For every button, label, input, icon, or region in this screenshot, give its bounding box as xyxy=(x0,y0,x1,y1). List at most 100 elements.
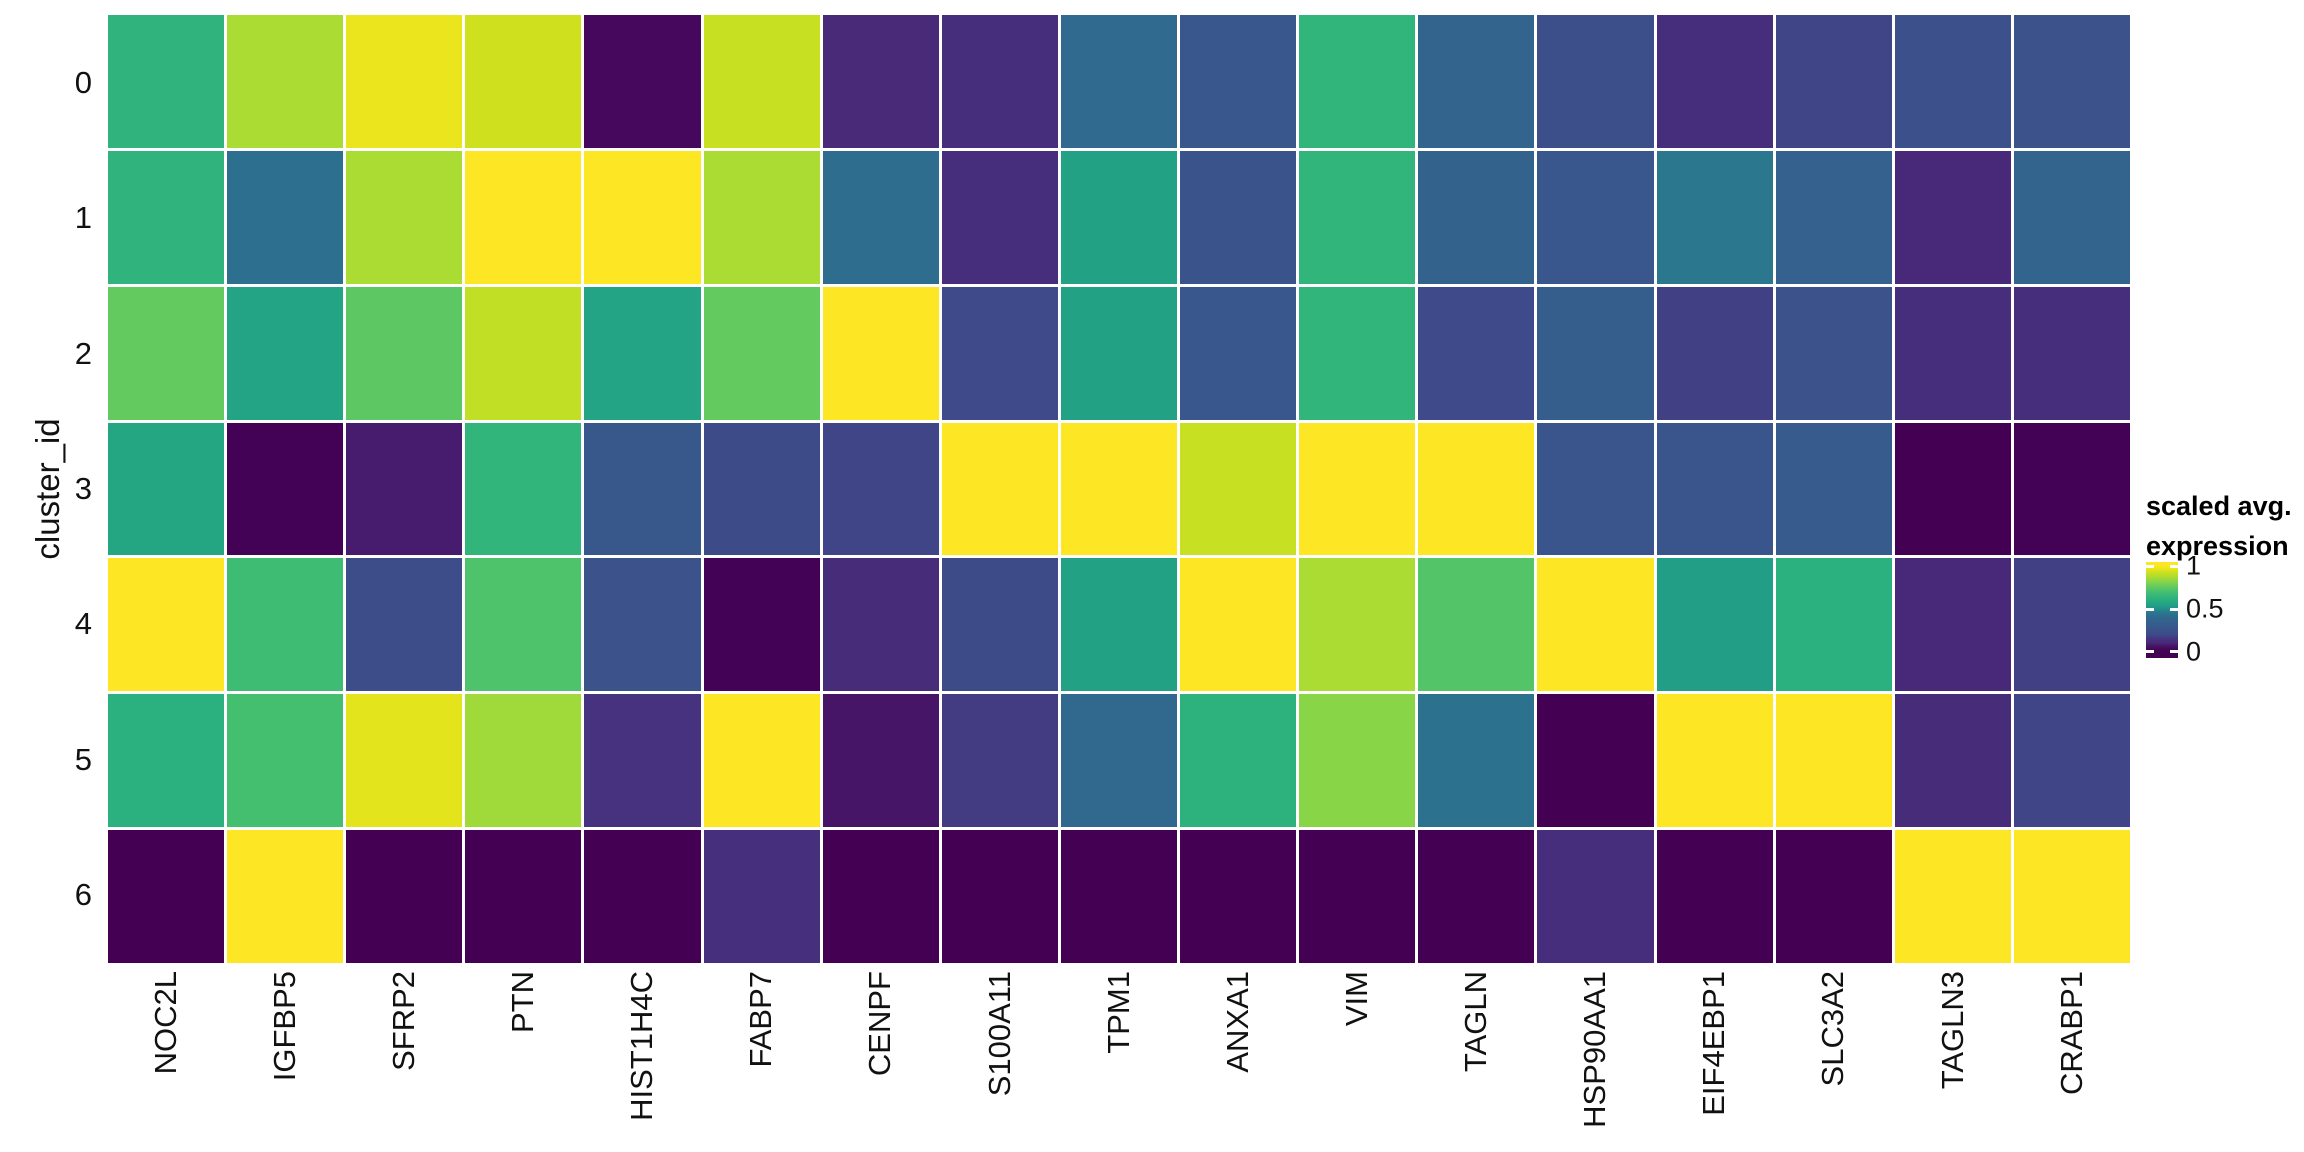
legend-title-line2: expression xyxy=(2146,531,2289,561)
heatmap-cell xyxy=(1299,286,1416,420)
heatmap-cell xyxy=(1060,422,1178,556)
x-axis-tick-label: HIST1H4C xyxy=(624,971,660,1121)
heatmap-cell xyxy=(108,830,225,963)
heatmap-cell xyxy=(1775,422,1892,556)
heatmap-cell xyxy=(108,558,225,692)
heatmap-cell xyxy=(1775,15,1892,148)
heatmap-cell xyxy=(1656,694,1773,828)
x-axis-label-cell: TPM1 xyxy=(1061,971,1177,1149)
heatmap-cell xyxy=(1418,15,1535,148)
heatmap-cell xyxy=(584,150,701,284)
heatmap-cell xyxy=(1537,422,1654,556)
legend-title-line1: scaled avg. xyxy=(2146,491,2292,521)
x-axis-tick-label: TAGLN xyxy=(1458,971,1494,1073)
heatmap-cell xyxy=(1180,286,1297,420)
x-axis-tick-label: NOC2L xyxy=(147,971,183,1075)
x-axis-tick-label: FABP7 xyxy=(743,971,779,1068)
y-axis-tick-label: 2 xyxy=(74,335,92,371)
heatmap-cell xyxy=(227,694,344,828)
x-axis-tick-label: ANXA1 xyxy=(1219,971,1255,1073)
x-axis-label-cell: EIF4EBP1 xyxy=(1657,971,1773,1149)
y-axis-tick-label: 6 xyxy=(74,877,92,913)
y-axis-tick-label: 5 xyxy=(74,741,92,777)
heatmap-cell xyxy=(1894,150,2011,284)
x-axis-label-cell: VIM xyxy=(1299,971,1415,1149)
heatmap-cell xyxy=(584,15,701,148)
colorbar-tick-mark xyxy=(2146,564,2154,568)
heatmap-cell xyxy=(1537,286,1654,420)
colorbar-tick-mark xyxy=(2146,607,2154,611)
heatmap-cell xyxy=(227,286,344,420)
heatmap-cell xyxy=(1656,15,1773,148)
heatmap-cell xyxy=(822,286,939,420)
heatmap-cell xyxy=(1656,830,1773,963)
heatmap-cell xyxy=(2013,150,2130,284)
x-axis-label-cell: PTN xyxy=(465,971,581,1149)
heatmap-cell xyxy=(2013,286,2130,420)
heatmap-cell xyxy=(1299,830,1416,963)
heatmap-cell xyxy=(941,422,1058,556)
heatmap-cell xyxy=(108,15,225,148)
x-axis-tick-label: TAGLN3 xyxy=(1934,971,1970,1090)
heatmap-cell xyxy=(1299,422,1416,556)
heatmap-cell xyxy=(1418,422,1535,556)
heatmap-cell xyxy=(227,830,344,963)
heatmap-cell xyxy=(465,150,582,284)
x-axis-tick-label: EIF4EBP1 xyxy=(1696,971,1732,1116)
heatmap-cell xyxy=(108,150,225,284)
heatmap-cell xyxy=(1775,558,1892,692)
colorbar-tick-mark xyxy=(2170,607,2178,611)
heatmap-cell xyxy=(941,15,1058,148)
x-axis-tick-label: CRABP1 xyxy=(2053,971,2089,1096)
heatmap-cell xyxy=(1418,286,1535,420)
x-axis-tick-label: CENPF xyxy=(862,971,898,1077)
colorbar-tick-mark xyxy=(2146,650,2154,654)
heatmap-cell xyxy=(1656,150,1773,284)
x-axis-label-cell: TAGLN xyxy=(1418,971,1534,1149)
heatmap-cell xyxy=(584,286,701,420)
heatmap-cell xyxy=(1894,422,2011,556)
heatmap-cell xyxy=(584,558,701,692)
heatmap-cell xyxy=(822,150,939,284)
heatmap-cell xyxy=(108,286,225,420)
heatmap-cell xyxy=(108,422,225,556)
x-axis-label-cell: CRABP1 xyxy=(2014,971,2130,1149)
heatmap-cell xyxy=(703,422,820,556)
heatmap-cell xyxy=(1180,558,1297,692)
heatmap-cell xyxy=(2013,830,2130,963)
heatmap-cell xyxy=(1299,558,1416,692)
heatmap-cell xyxy=(1060,286,1178,420)
heatmap-cell xyxy=(822,830,939,963)
heatmap-cell xyxy=(1775,150,1892,284)
heatmap-cell xyxy=(227,15,344,148)
legend-colorbar xyxy=(2146,562,2178,658)
heatmap-cell xyxy=(346,422,463,556)
heatmap-grid xyxy=(108,15,2130,963)
heatmap-cell xyxy=(227,150,344,284)
heatmap-cell xyxy=(465,694,582,828)
x-axis-tick-label: TPM1 xyxy=(1100,971,1136,1054)
heatmap-cell xyxy=(1299,694,1416,828)
heatmap-cell xyxy=(584,694,701,828)
heatmap-cell xyxy=(1060,830,1178,963)
heatmap-cell xyxy=(822,694,939,828)
heatmap-cell xyxy=(1537,558,1654,692)
heatmap-cell xyxy=(1180,15,1297,148)
heatmap-cell xyxy=(1894,694,2011,828)
heatmap-cell xyxy=(1180,150,1297,284)
x-axis-label-cell: SFRP2 xyxy=(346,971,462,1149)
heatmap-cell xyxy=(1180,422,1297,556)
y-axis-tick-label: 1 xyxy=(74,200,92,236)
colorbar-tick-mark xyxy=(2170,564,2178,568)
heatmap-cell xyxy=(822,422,939,556)
x-axis-label-cell: CENPF xyxy=(823,971,939,1149)
heatmap-cell xyxy=(1537,15,1654,148)
heatmap-cell xyxy=(1299,150,1416,284)
x-axis-label-cell: ANXA1 xyxy=(1180,971,1296,1149)
y-axis-tick-label: 3 xyxy=(74,470,92,506)
x-axis-tick-label: SLC3A2 xyxy=(1815,971,1851,1087)
heatmap-cell xyxy=(1299,15,1416,148)
x-axis-label-cell: HSP90AA1 xyxy=(1537,971,1653,1149)
heatmap-cell xyxy=(1537,830,1654,963)
heatmap-cell xyxy=(108,694,225,828)
